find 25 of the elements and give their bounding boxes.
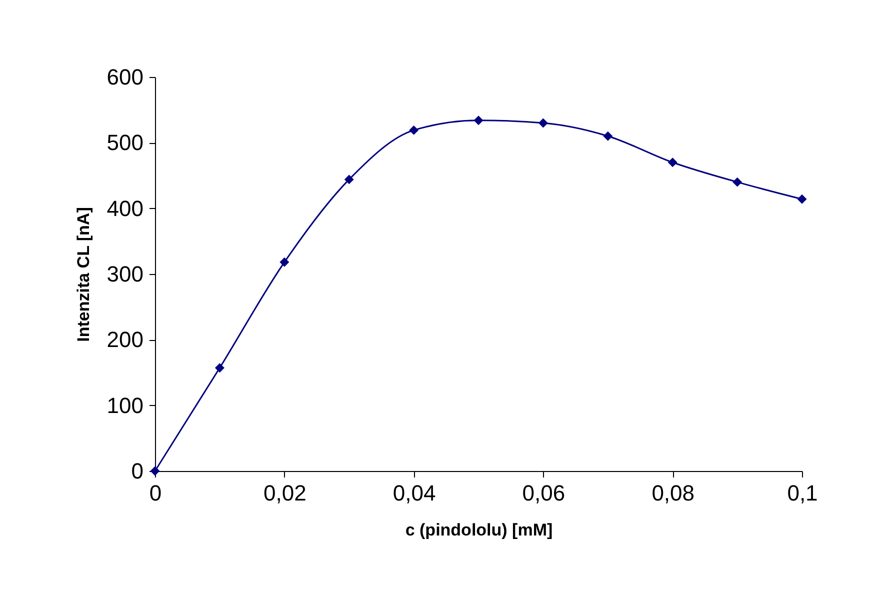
x-tick-label: 0,06	[522, 480, 566, 506]
point	[603, 131, 613, 141]
y-tick-label: 200	[106, 327, 144, 352]
y-tick-label: 0	[131, 458, 144, 484]
point	[214, 363, 224, 373]
x-tick-label: 0	[149, 480, 162, 506]
y-tick-label: 400	[106, 196, 144, 221]
y-tick-label: 600	[106, 64, 144, 90]
point	[409, 125, 419, 135]
point	[538, 118, 548, 128]
x-tick-label: 0,1	[787, 480, 818, 506]
point	[797, 194, 807, 204]
x-tick-label: 0,02	[263, 480, 306, 506]
point	[732, 177, 742, 187]
y-tick-label: 500	[106, 130, 144, 156]
point	[280, 257, 290, 267]
x-tick-label: 0,04	[392, 480, 436, 506]
point	[344, 174, 354, 184]
y-tick-label: 300	[106, 262, 144, 286]
y-tick-label: 100	[106, 392, 144, 418]
x-axis-title: c (pindololu) [mM]	[405, 520, 553, 540]
point	[668, 158, 678, 168]
point	[474, 116, 484, 126]
x-tick-label: 0,08	[652, 480, 695, 506]
y-axis-title: Intenzita CL [nA]	[74, 207, 93, 342]
